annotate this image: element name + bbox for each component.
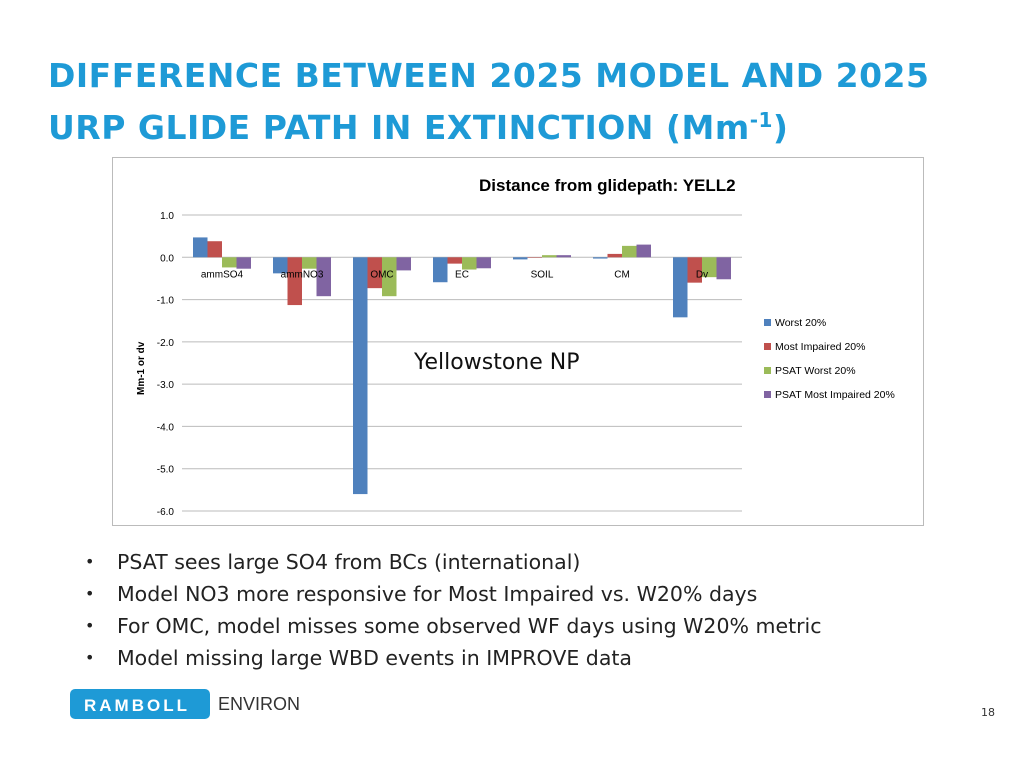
bar-ammNO3-2 xyxy=(302,257,317,269)
bar-EC-3 xyxy=(476,257,491,269)
title-end: ) xyxy=(772,108,789,147)
x-tick-label: Dv xyxy=(696,269,708,280)
legend-swatch xyxy=(764,319,771,326)
chart-container: Distance from glidepath: YELL2 Yellowsto… xyxy=(112,157,924,526)
y-tick-label: -6.0 xyxy=(157,507,175,518)
x-tick-label: SOIL xyxy=(531,269,554,280)
bar-Dv-0 xyxy=(673,257,688,318)
y-tick-label: 1.0 xyxy=(160,211,174,222)
bar-EC-0 xyxy=(433,257,448,283)
bar-OMC-3 xyxy=(396,257,411,271)
bullet-item: Model missing large WBD events in IMPROV… xyxy=(85,642,822,674)
bullet-item: Model NO3 more responsive for Most Impai… xyxy=(85,578,822,610)
title-superscript: -1 xyxy=(749,108,773,132)
y-tick-label: -4.0 xyxy=(157,422,175,433)
slide-title: DIFFERENCE BETWEEN 2025 MODEL AND 2025 U… xyxy=(48,54,929,150)
svg-text:RAMBOLL: RAMBOLL xyxy=(84,696,190,715)
y-tick-label: -1.0 xyxy=(157,296,175,307)
y-tick-label: -5.0 xyxy=(157,465,175,476)
legend-swatch xyxy=(764,367,771,374)
bar-ammSO4-1 xyxy=(207,241,222,258)
ramboll-environ-logo: RAMBOLL ENVIRON xyxy=(70,689,310,725)
bar-OMC-0 xyxy=(353,257,368,495)
bar-SOIL-2 xyxy=(542,255,557,258)
bar-EC-2 xyxy=(462,257,477,270)
title-text: URP GLIDE PATH IN EXTINCTION (Mm xyxy=(48,108,750,147)
bar-SOIL-3 xyxy=(556,255,571,258)
bar-ammSO4-2 xyxy=(222,257,237,268)
bar-ammNO3-0 xyxy=(273,257,288,274)
x-tick-label: ammNO3 xyxy=(281,269,324,280)
legend-label: Most Impaired 20% xyxy=(775,341,865,353)
title-line-1: DIFFERENCE BETWEEN 2025 MODEL AND 2025 xyxy=(48,56,930,95)
bar-OMC-2 xyxy=(382,257,397,297)
chart-annotation: Yellowstone NP xyxy=(413,350,579,375)
page-number: 18 xyxy=(981,706,995,719)
legend-label: PSAT Worst 20% xyxy=(775,365,856,377)
legend-swatch xyxy=(764,391,771,398)
bar-Dv-2 xyxy=(702,257,717,278)
bullet-list: PSAT sees large SO4 from BCs (internatio… xyxy=(85,546,822,674)
x-tick-label: CM xyxy=(614,269,630,280)
legend-label: Worst 20% xyxy=(775,317,826,329)
title-line-2: URP GLIDE PATH IN EXTINCTION (Mm-1) xyxy=(48,98,929,150)
bar-CM-2 xyxy=(622,245,637,258)
bar-EC-1 xyxy=(447,257,462,264)
bar-ammSO4-3 xyxy=(236,257,251,269)
bar-CM-1 xyxy=(607,253,622,258)
legend-label: PSAT Most Impaired 20% xyxy=(775,389,895,401)
bar-CM-3 xyxy=(636,244,651,258)
bar-CM-0 xyxy=(593,257,608,259)
legend-swatch xyxy=(764,343,771,350)
y-tick-label: -3.0 xyxy=(157,380,175,391)
x-tick-label: EC xyxy=(455,269,469,280)
bar-Dv-3 xyxy=(716,257,731,280)
bar-chart: Distance from glidepath: YELL2 Yellowsto… xyxy=(136,176,895,518)
x-tick-label: OMC xyxy=(370,269,393,280)
bar-Dv-1 xyxy=(687,257,702,283)
chart-title: Distance from glidepath: YELL2 xyxy=(479,176,736,195)
bullet-item: For OMC, model misses some observed WF d… xyxy=(85,610,822,642)
svg-text:ENVIRON: ENVIRON xyxy=(218,694,300,714)
bar-ammNO3-3 xyxy=(316,257,331,297)
bar-SOIL-1 xyxy=(527,257,542,258)
y-axis-label: Mm-1 or dv xyxy=(136,341,147,395)
y-tick-label: 0.0 xyxy=(160,253,174,264)
bar-ammNO3-1 xyxy=(287,257,302,306)
bullet-item: PSAT sees large SO4 from BCs (internatio… xyxy=(85,546,822,578)
bar-SOIL-0 xyxy=(513,257,528,260)
x-tick-label: ammSO4 xyxy=(201,269,244,280)
y-tick-label: -2.0 xyxy=(157,338,175,349)
bar-OMC-1 xyxy=(367,257,382,289)
bar-ammSO4-0 xyxy=(193,237,208,258)
